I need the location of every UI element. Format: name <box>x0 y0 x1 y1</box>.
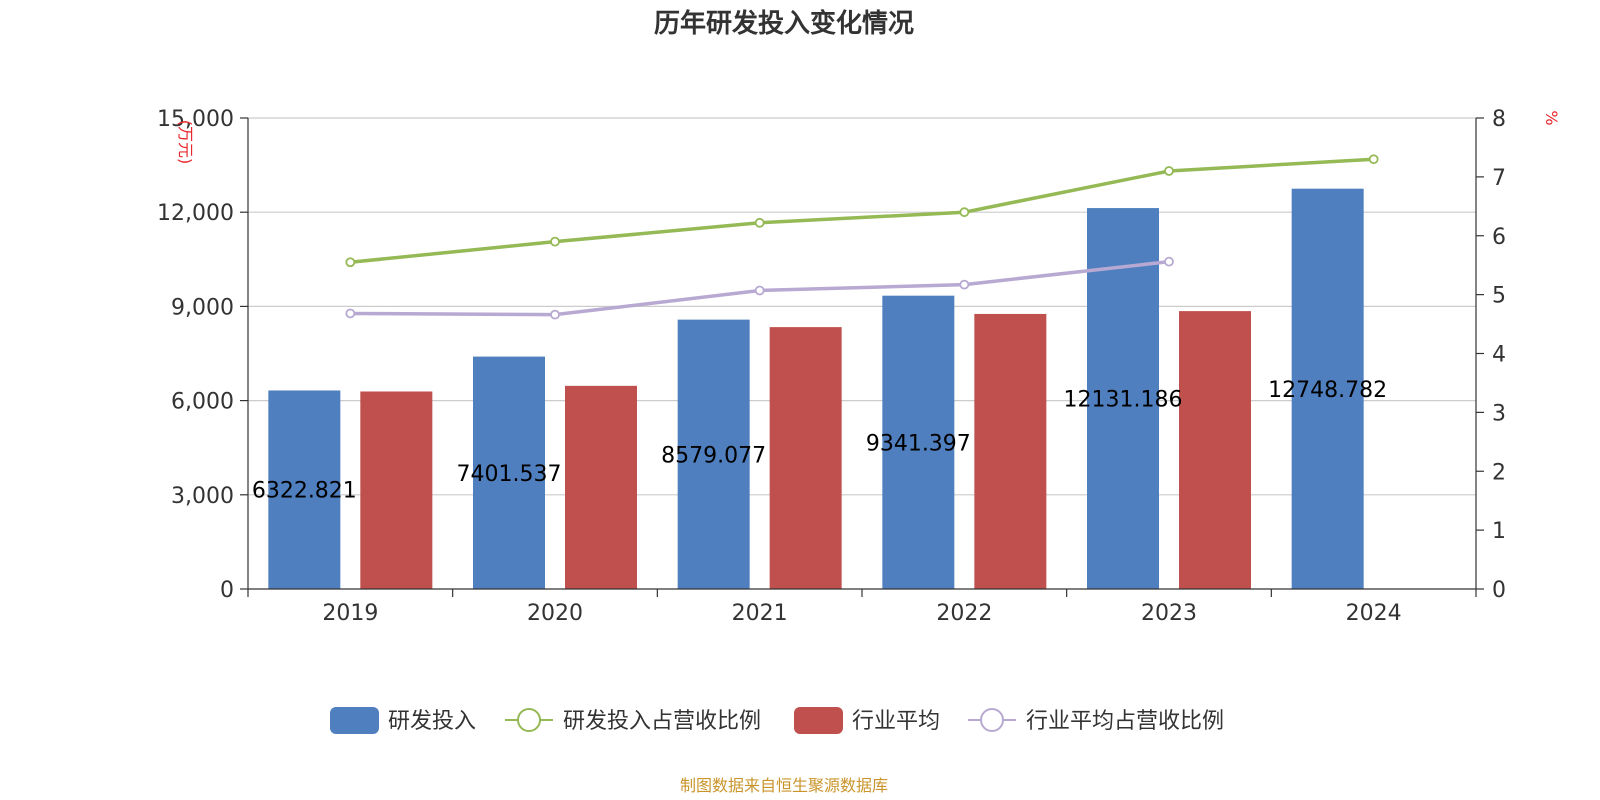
lines <box>345 154 1379 320</box>
y-left-tick-label: 3,000 <box>171 484 234 509</box>
y-right-tick-label: 6 <box>1492 225 1506 250</box>
bar <box>360 391 433 589</box>
y-right-unit: % <box>1542 110 1561 125</box>
line-point <box>1368 154 1379 165</box>
legend-swatch-marker <box>517 708 541 732</box>
line-point <box>1164 166 1174 176</box>
bar <box>882 295 955 589</box>
bar <box>1291 188 1364 590</box>
x-tick-label: 2021 <box>732 601 788 626</box>
bar-data-label: 9341.397 <box>866 431 971 456</box>
y-right-tick-label: 0 <box>1492 578 1506 603</box>
legend-label: 研发投入占营收比例 <box>563 709 761 734</box>
line-point <box>1164 256 1174 267</box>
grid <box>248 117 1476 496</box>
line-point <box>345 257 356 268</box>
y-left-tick-label: 6,000 <box>171 390 234 415</box>
bar <box>473 356 545 589</box>
bar <box>974 313 1047 589</box>
bar-data-label: 6322.821 <box>252 479 357 504</box>
legend-label: 研发投入 <box>388 709 476 734</box>
x-tick-label: 2019 <box>322 601 378 626</box>
legend-label: 行业平均占营收比例 <box>1026 709 1224 734</box>
y-left-tick-label: 0 <box>220 578 234 603</box>
line-point <box>959 207 970 218</box>
y-right-tick-label: 7 <box>1492 166 1506 191</box>
axes: 0 3,000 6,000 9,000 12,000 15,000 0 1 2 3 4 5 6 7 8 201… <box>157 107 1561 626</box>
bar-data-label: 7401.537 <box>457 462 562 487</box>
y-right-tick-label: 2 <box>1492 460 1506 485</box>
y-right-tick-label: 5 <box>1492 284 1506 309</box>
x-tick-label: 2020 <box>527 601 583 626</box>
bar-data-label: 12131.186 <box>1064 388 1183 413</box>
legend-swatch-bar <box>794 707 843 734</box>
legend-swatch-bar <box>330 707 379 734</box>
source-note: 制图数据来自恒生聚源数据库 <box>680 776 888 795</box>
bars <box>268 188 1364 590</box>
y-right-tick-label: 4 <box>1492 343 1506 368</box>
y-right-tick-label: 8 <box>1492 107 1506 132</box>
y-left-unit: (万元) <box>176 120 195 165</box>
line-point <box>550 309 560 320</box>
y-left-tick-label: 9,000 <box>171 295 234 320</box>
y-right-tick-label: 3 <box>1492 401 1506 426</box>
bar-data-label: 8579.077 <box>661 443 766 468</box>
x-tick-label: 2022 <box>936 601 992 626</box>
bar <box>769 327 842 589</box>
y-left-tick-label: 12,000 <box>157 201 234 226</box>
series-line <box>350 157 1374 264</box>
legend-label: 行业平均 <box>852 709 940 734</box>
y-right-tick-label: 1 <box>1492 519 1506 544</box>
x-tick-label: 2023 <box>1141 601 1197 626</box>
bar <box>565 385 637 589</box>
line-point <box>754 285 765 296</box>
bar <box>268 390 341 589</box>
x-tick-label: 2024 <box>1346 601 1402 626</box>
line-point <box>754 217 765 228</box>
line-point <box>345 308 356 319</box>
y-left-tick-label: 15,000 <box>157 107 234 132</box>
line-point <box>959 279 970 290</box>
data-labels: 6322.821 7401.537 8579.077 9341.397 12131.18… <box>252 378 1387 504</box>
bar <box>1087 208 1159 590</box>
chart-title: 历年研发投入变化情况 <box>654 8 914 39</box>
bar-data-label: 12748.782 <box>1268 378 1387 403</box>
bar <box>1179 311 1251 589</box>
legend: 研发投入 研发投入占营收比例 行业平均 行业平均占营收比例 <box>330 707 1224 734</box>
bar <box>677 319 750 589</box>
line-point <box>550 236 560 247</box>
legend-swatch-marker <box>980 708 1004 732</box>
